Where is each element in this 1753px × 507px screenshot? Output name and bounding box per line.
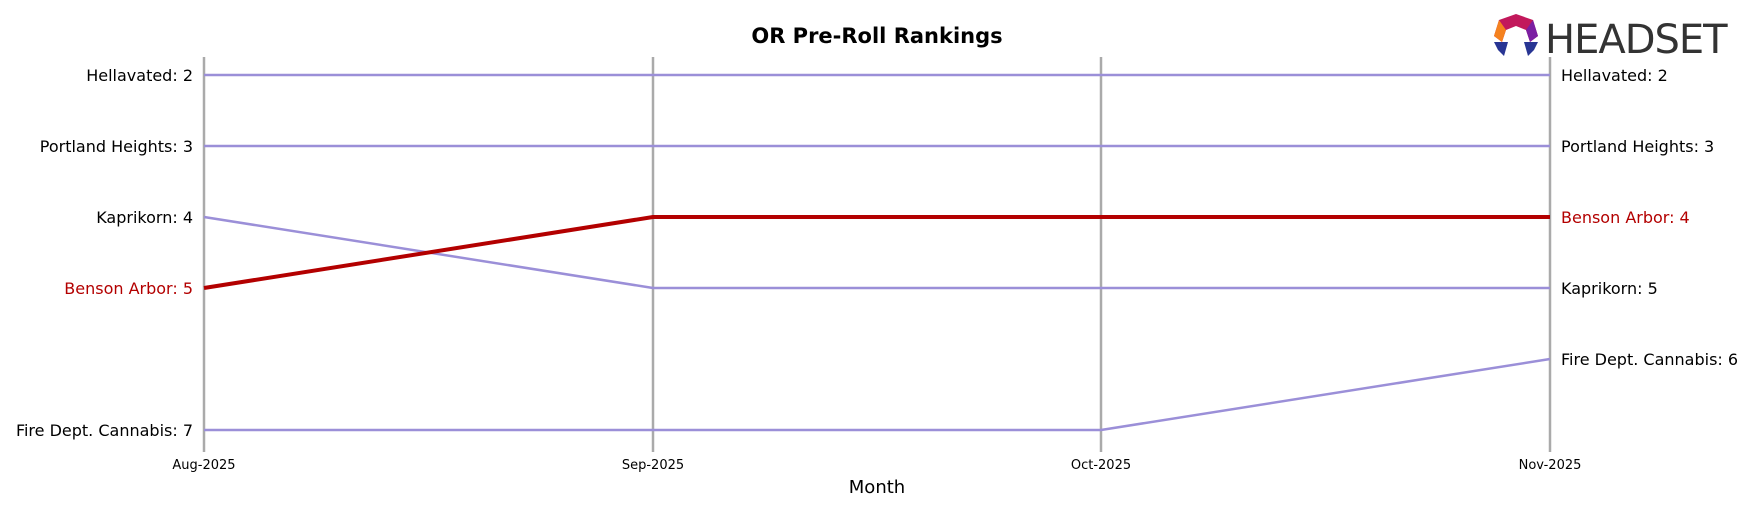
left-rank-labels: Hellavated: 2 Portland Heights: 3 Kaprikor…: [16, 66, 193, 440]
headset-logo: HEADSET: [1494, 14, 1729, 63]
series-line-fire-dept-cannabis: [204, 357, 1551, 432]
x-tick-aug-2025: Aug-2025: [172, 458, 235, 473]
x-tick-nov-2025: Nov-2025: [1519, 458, 1582, 473]
x-tick-sep-2025: Sep-2025: [622, 458, 684, 473]
right-label-fire-dept-cannabis: Fire Dept. Cannabis: 6: [1561, 350, 1738, 369]
left-label-portland-heights: Portland Heights: 3: [40, 137, 193, 156]
x-axis-label: Month: [849, 477, 905, 498]
left-label-kaprikorn: Kaprikorn: 4: [96, 208, 193, 227]
left-label-fire-dept-cannabis: Fire Dept. Cannabis: 7: [16, 421, 193, 440]
x-tick-labels: Aug-2025 Sep-2025 Oct-2025 Nov-2025: [172, 458, 1581, 473]
series-line-benson-arbor: [203, 215, 1550, 290]
chart-title: OR Pre-Roll Rankings: [751, 24, 1002, 48]
right-label-benson-arbor: Benson Arbor: 4: [1561, 208, 1690, 227]
headset-logo-icon: [1494, 14, 1538, 56]
x-tick-oct-2025: Oct-2025: [1071, 458, 1131, 473]
headset-logo-text: HEADSET: [1545, 17, 1728, 63]
left-label-hellavated: Hellavated: 2: [86, 66, 193, 85]
month-gridlines: [202, 57, 1552, 452]
right-label-hellavated: Hellavated: 2: [1561, 66, 1668, 85]
series-line-kaprikorn: [203, 215, 1550, 290]
right-label-kaprikorn: Kaprikorn: 5: [1561, 279, 1658, 298]
left-label-benson-arbor: Benson Arbor: 5: [64, 279, 193, 298]
series-lines: [203, 73, 1551, 432]
right-rank-labels: Hellavated: 2 Portland Heights: 3 Benson A…: [1561, 66, 1738, 369]
right-label-portland-heights: Portland Heights: 3: [1561, 137, 1714, 156]
